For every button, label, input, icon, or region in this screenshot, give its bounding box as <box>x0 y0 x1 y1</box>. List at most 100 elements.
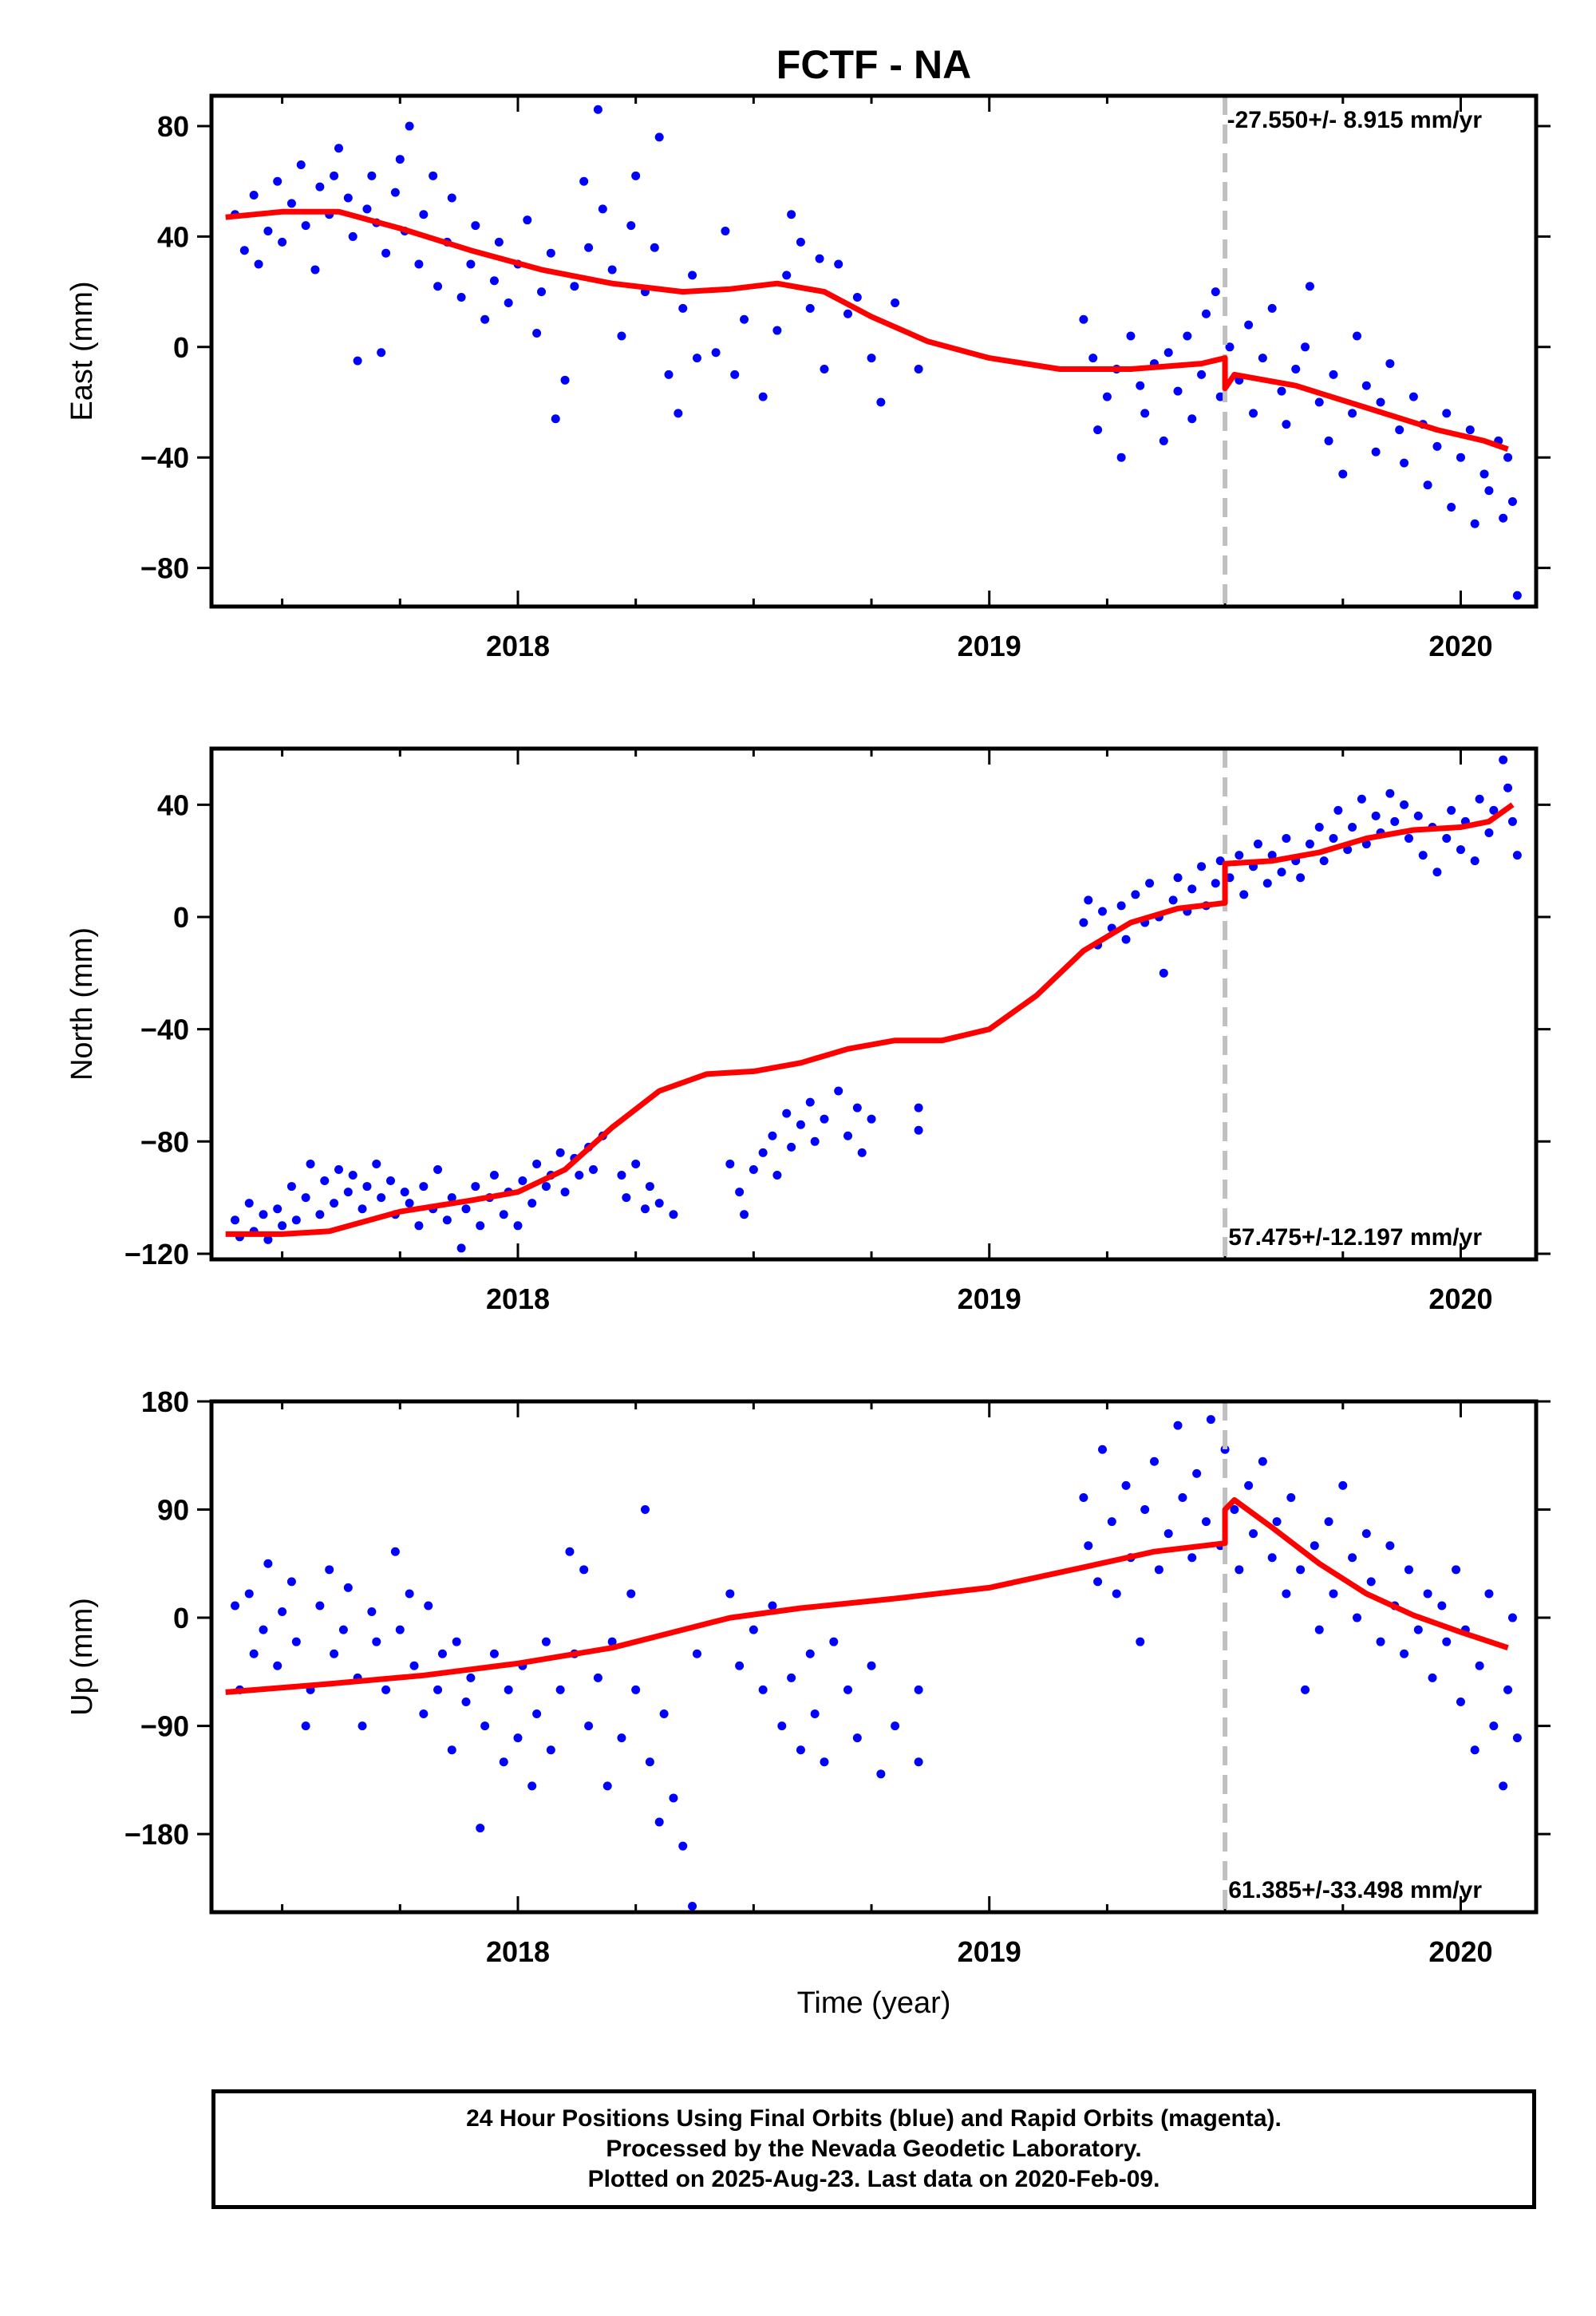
data-point <box>1442 834 1452 844</box>
data-point <box>541 1637 551 1646</box>
data-point <box>1249 1529 1258 1539</box>
panel-0: 2018 2019 2020 −80 −40 0 40 80 -27.550+/- 8.915 … <box>65 93 1551 662</box>
data-point <box>1348 409 1357 418</box>
data-point <box>1215 392 1225 401</box>
data-point <box>1475 794 1484 804</box>
rate-label: 61.385+/-33.498 mm/yr <box>1228 1877 1482 1903</box>
data-point <box>372 1159 381 1168</box>
data-point <box>1357 794 1366 804</box>
data-point <box>1187 1553 1197 1563</box>
data-point <box>735 1188 745 1197</box>
y-axis-label: East (mm) <box>65 281 99 421</box>
data-point <box>1353 331 1362 341</box>
data-point <box>787 1673 796 1682</box>
data-point <box>1197 370 1207 379</box>
data-point <box>584 1721 594 1731</box>
data-point <box>1442 1637 1452 1646</box>
data-point <box>377 1193 386 1203</box>
data-point <box>1211 879 1220 888</box>
data-point <box>593 1673 602 1682</box>
data-point <box>1258 354 1267 363</box>
data-point <box>560 375 570 385</box>
data-point <box>231 1215 240 1225</box>
data-point <box>1338 469 1348 479</box>
data-point <box>560 1188 570 1197</box>
data-point <box>768 1601 777 1611</box>
data-point <box>1400 458 1409 468</box>
data-point <box>758 1148 768 1157</box>
data-point <box>489 276 499 286</box>
model-curve <box>225 208 1509 453</box>
data-point <box>433 282 443 291</box>
data-point <box>1121 1480 1131 1490</box>
data-point <box>1329 1589 1338 1599</box>
data-point <box>1456 453 1465 462</box>
data-point <box>527 1199 537 1208</box>
data-point <box>782 1109 792 1118</box>
data-point <box>1253 840 1262 849</box>
data-point <box>1235 1565 1244 1575</box>
data-point <box>1178 1492 1187 1502</box>
data-point <box>330 171 339 180</box>
data-point <box>1484 1589 1494 1599</box>
model-curve <box>225 1497 1509 1695</box>
data-point <box>1507 497 1517 507</box>
data-point <box>876 397 886 407</box>
data-point <box>1163 1529 1173 1539</box>
data-point <box>617 331 626 341</box>
data-point <box>1272 1517 1282 1527</box>
data-point <box>1503 453 1513 462</box>
data-point <box>249 191 259 200</box>
data-point <box>532 1709 542 1719</box>
data-point <box>1395 425 1404 435</box>
data-point <box>1262 879 1272 888</box>
data-point <box>1159 968 1168 978</box>
data-point <box>249 1649 259 1658</box>
data-points <box>231 755 1522 1253</box>
data-point <box>664 370 674 379</box>
data-point <box>1102 392 1112 401</box>
data-point <box>1116 901 1126 911</box>
data-point <box>1329 370 1338 379</box>
data-point <box>239 246 249 255</box>
data-point <box>358 1721 367 1731</box>
data-point <box>315 1601 325 1611</box>
data-point <box>1499 755 1508 765</box>
data-point <box>1093 425 1103 435</box>
data-point <box>263 1235 273 1244</box>
data-point <box>914 1125 923 1135</box>
data-point <box>405 121 414 131</box>
data-point <box>390 188 400 197</box>
data-point <box>820 1114 829 1124</box>
data-point <box>669 1793 678 1803</box>
data-point <box>805 303 815 313</box>
data-point <box>1282 834 1291 844</box>
data-point <box>456 1243 466 1253</box>
data-point <box>688 271 697 280</box>
data-point <box>476 1221 485 1231</box>
y-axis-label: Up (mm) <box>65 1598 99 1716</box>
data-point <box>1465 425 1475 435</box>
y-tick-label: −90 <box>140 1710 189 1743</box>
data-point <box>777 1721 787 1731</box>
y-tick-label: −80 <box>140 552 189 585</box>
data-point <box>466 1673 476 1682</box>
data-point <box>301 1721 310 1731</box>
data-point <box>499 1757 508 1767</box>
data-point <box>362 204 372 214</box>
data-point <box>1183 331 1192 341</box>
data-point <box>772 1171 782 1180</box>
plot-frame <box>209 746 1539 1262</box>
y-tick-label: 90 <box>157 1494 189 1527</box>
data-point <box>626 1589 636 1599</box>
data-point <box>348 231 358 241</box>
data-point <box>1413 811 1423 820</box>
data-point <box>433 1164 443 1174</box>
data-point <box>914 1685 923 1694</box>
data-point <box>1376 397 1385 407</box>
data-point <box>296 160 306 169</box>
y-tick-label: −40 <box>140 1014 189 1046</box>
data-point <box>1338 1480 1348 1490</box>
data-point <box>1413 1625 1423 1634</box>
data-point <box>787 1142 796 1152</box>
